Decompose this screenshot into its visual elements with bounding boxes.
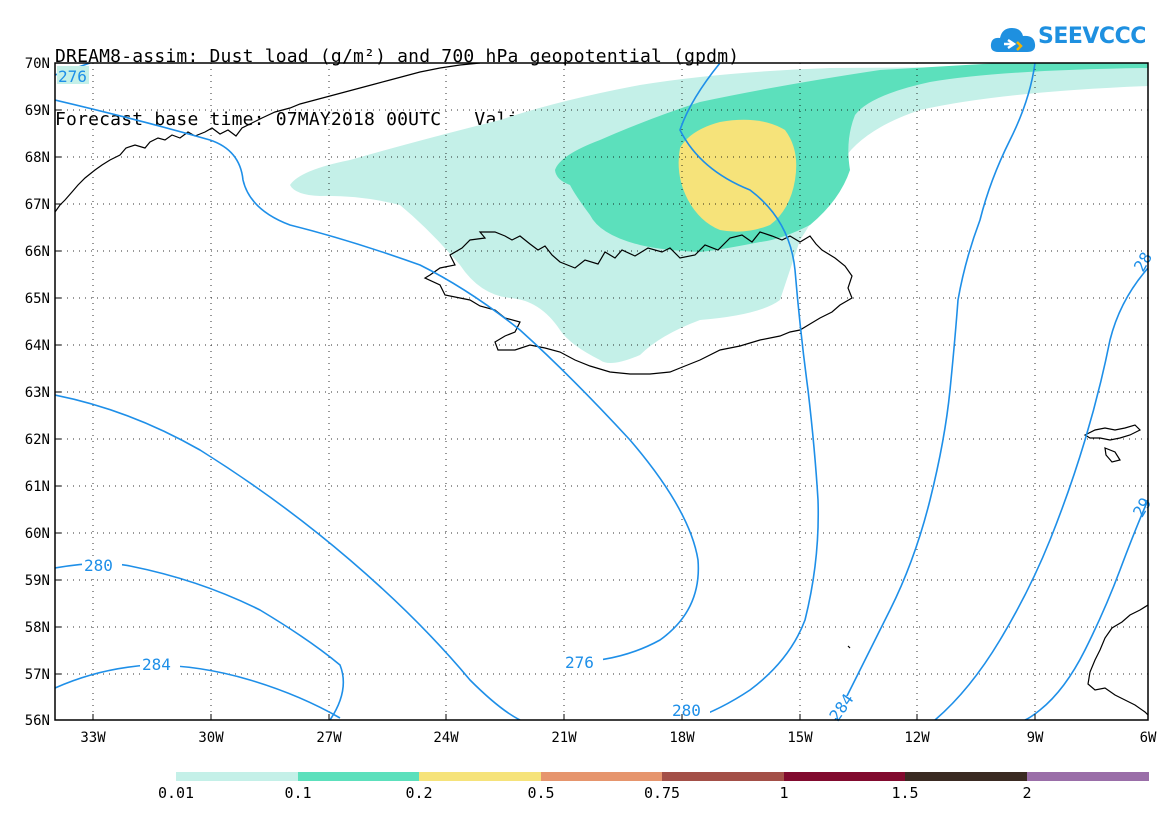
contour-label: 280 — [672, 701, 701, 720]
colorbar-segment — [662, 772, 784, 781]
lat-label: 70N — [25, 56, 50, 72]
colorbar-label: 0.01 — [157, 784, 195, 802]
colorbar-segment — [541, 772, 662, 781]
contour-276 — [55, 99, 700, 663]
rockall-islet — [847, 645, 851, 649]
contour-label: 28 — [1130, 249, 1156, 275]
colorbar-segment — [419, 772, 541, 781]
lat-label: 69N — [25, 103, 50, 119]
lat-label: 59N — [25, 573, 50, 589]
colorbar-label: 2 — [1022, 784, 1032, 802]
coastlines — [55, 63, 1148, 716]
colorbar-label: 1.5 — [891, 784, 919, 802]
contour-280-mid — [55, 562, 345, 720]
contour-label-background-top — [57, 66, 89, 84]
contour-284-left — [55, 664, 341, 719]
lon-label: 6W — [1140, 730, 1157, 746]
colorbar-label: 1 — [779, 784, 789, 802]
lat-label: 65N — [25, 291, 50, 307]
lon-label: 21W — [551, 730, 577, 746]
lon-label: 12W — [904, 730, 930, 746]
logo-text: SEEVCCC — [1038, 24, 1146, 49]
iceland-coast — [423, 231, 853, 375]
contour-label: 276 — [565, 653, 594, 672]
cloud-icon — [990, 28, 1036, 52]
lon-label: 27W — [316, 730, 342, 746]
lon-label: 30W — [198, 730, 224, 746]
contour-label: 280 — [84, 556, 113, 575]
lat-label: 58N — [25, 620, 50, 636]
lon-labels: 33W 30W 27W 24W 21W 18W 15W 12W 9W 6W — [80, 730, 1157, 746]
contour-280-right — [679, 63, 820, 720]
lat-label: 67N — [25, 197, 50, 213]
colorbar-label: 0.5 — [527, 784, 555, 802]
lat-label: 61N — [25, 479, 50, 495]
contour-280-left — [55, 394, 521, 720]
contour-label-backgrounds — [82, 556, 860, 720]
lat-label: 68N — [25, 150, 50, 166]
lat-label: 62N — [25, 432, 50, 448]
faroe-islands — [1083, 424, 1142, 463]
lon-label: 9W — [1027, 730, 1044, 746]
lon-label: 18W — [669, 730, 695, 746]
lat-label: 64N — [25, 338, 50, 354]
lat-label: 56N — [25, 713, 50, 729]
lat-labels: 70N 69N 68N 67N 66N 65N 64N 63N 62N 61N … — [25, 56, 50, 729]
seevccc-logo: SEEVCCC — [990, 22, 1146, 58]
contour-284-right — [834, 63, 1036, 720]
colorbar-label: 0.75 — [643, 784, 681, 802]
geopotential-contours — [55, 63, 1148, 720]
lat-label: 66N — [25, 244, 50, 260]
colorbar-segment — [176, 772, 298, 781]
lat-label: 63N — [25, 385, 50, 401]
colorbar-segment — [905, 772, 1027, 781]
grid-lines — [55, 63, 1148, 720]
colorbar-label: 0.2 — [405, 784, 433, 802]
contour-label: 29 — [1129, 494, 1155, 520]
dust-area-mid — [678, 119, 797, 232]
contour-292-right — [1024, 499, 1148, 720]
contour-label: 284 — [142, 655, 171, 674]
lon-label: 15W — [787, 730, 813, 746]
colorbar-segment — [298, 772, 419, 781]
greenland-coast — [55, 63, 481, 213]
lat-axis — [55, 62, 61, 721]
scotland-coast — [1087, 604, 1148, 716]
colorbar-segment — [1027, 772, 1149, 781]
lon-label: 24W — [433, 730, 459, 746]
contour-288-right — [934, 267, 1148, 720]
title-line-1: DREAM8-assim: Dust load (g/m²) and 700 h… — [55, 46, 740, 67]
contour-label: 276 — [58, 67, 87, 86]
lon-axis — [92, 714, 1036, 720]
colorbar-segment — [784, 772, 905, 781]
lat-label: 60N — [25, 526, 50, 542]
colorbar — [176, 772, 1149, 781]
lat-label: 57N — [25, 667, 50, 683]
colorbar-label: 0.1 — [284, 784, 312, 802]
lon-label: 33W — [80, 730, 106, 746]
